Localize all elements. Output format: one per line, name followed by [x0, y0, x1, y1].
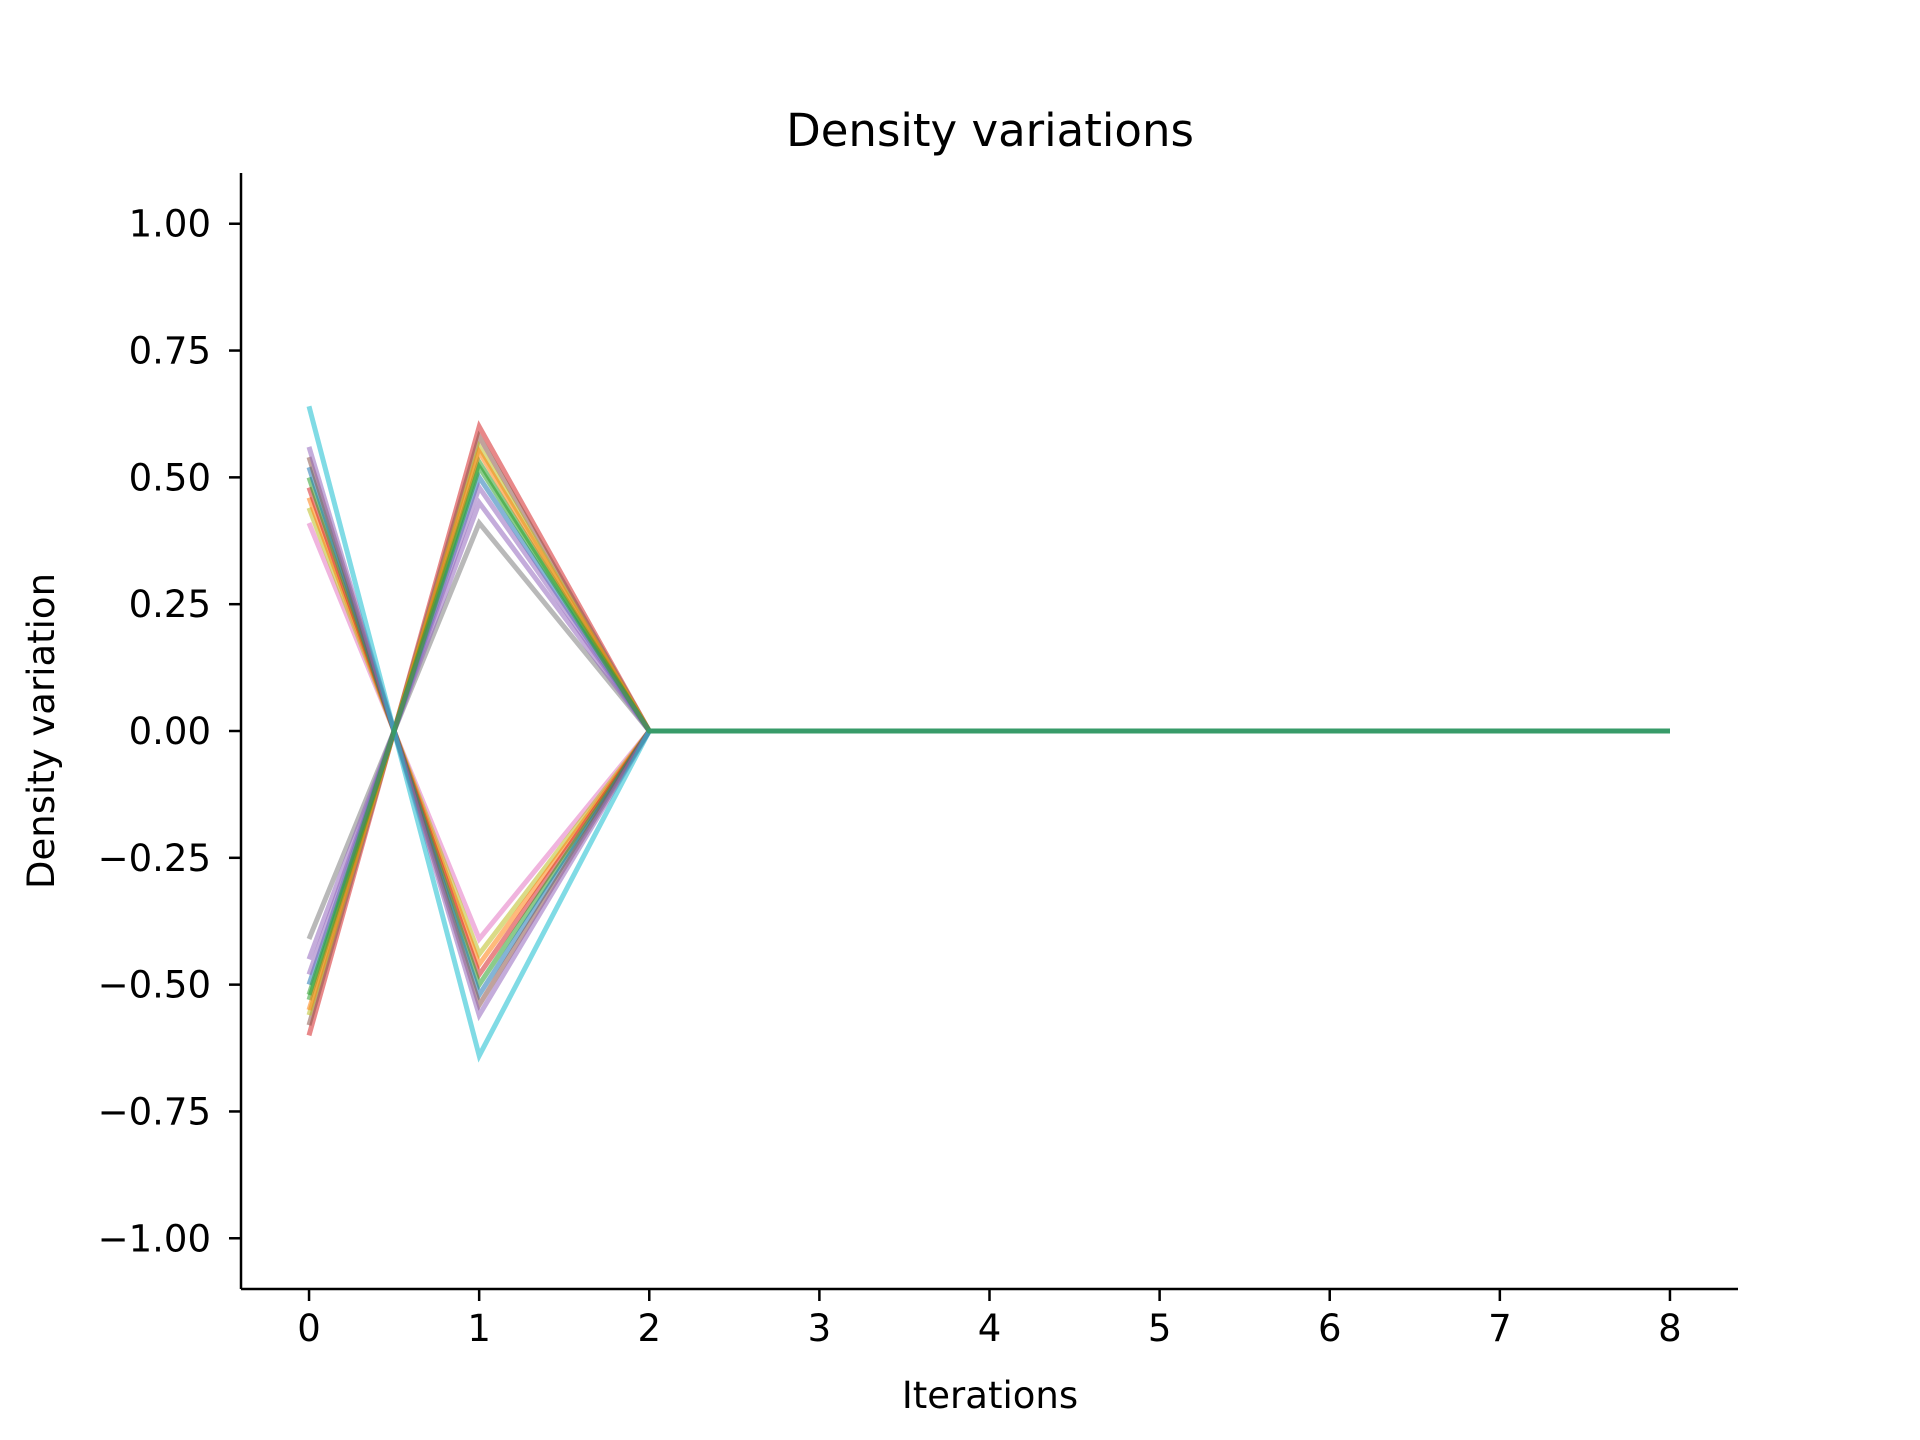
y-tick-label: −0.75 [98, 1090, 211, 1133]
chart-title: Density variations [786, 104, 1194, 157]
y-tick-label: −1.00 [98, 1217, 211, 1260]
y-tick-label: 0.75 [129, 330, 211, 373]
x-tick-label: 3 [808, 1307, 832, 1350]
x-tick-label: 2 [637, 1307, 661, 1350]
x-tick-label: 7 [1488, 1307, 1512, 1350]
x-tick-label: 8 [1658, 1307, 1682, 1350]
series-layer [306, 405, 1670, 1063]
y-axis-ticks: 1.00 0.75 0.50 0.25 0.00 −0.25 −0.50 −0.75 −1.00 [98, 203, 241, 1260]
y-tick-label: 0.25 [129, 583, 211, 626]
x-axis-title: Iterations [902, 1374, 1078, 1417]
x-tick-label: 6 [1318, 1307, 1342, 1350]
x-tick-label: 4 [978, 1307, 1002, 1350]
x-axis-ticks: 0 1 2 3 4 5 6 7 8 [297, 1289, 1682, 1350]
y-tick-label: −0.25 [98, 837, 211, 880]
y-tick-label: 1.00 [129, 203, 211, 246]
series-line-19 [306, 461, 1670, 996]
y-tick-label: 0.50 [129, 456, 211, 499]
y-axis-title: Density variation [20, 573, 63, 889]
y-tick-label: 0.00 [129, 710, 211, 753]
x-tick-label: 1 [467, 1307, 491, 1350]
x-tick-label: 0 [297, 1307, 321, 1350]
x-tick-label: 5 [1148, 1307, 1172, 1350]
y-tick-label: −0.50 [98, 964, 211, 1007]
